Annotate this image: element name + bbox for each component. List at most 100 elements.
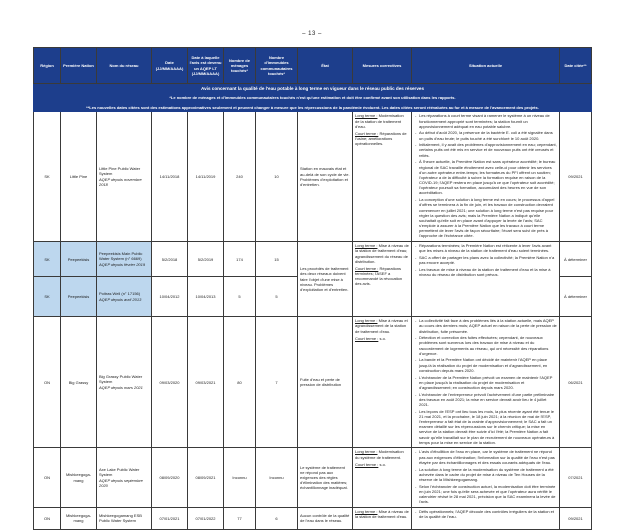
situation-bullet: Réparations terminées; la Première Natio…: [415, 243, 557, 253]
cell-current-situation: Défis opérationnels; l'AQEP découle des …: [411, 506, 560, 530]
advisories-table: Avis concernant la qualité de l'eau pota…: [33, 47, 592, 530]
cell-status: Station en mauvais état et au-delà de so…: [297, 111, 353, 243]
cell-corrective-measures: Long terme : Modernisation de la station…: [352, 111, 412, 243]
cell-date-set: 08/09/2020: [151, 447, 188, 508]
cell-date-set: 14/11/2018: [151, 111, 188, 243]
cell-network-name: Axe Lake Public Water System AQEP depuis…: [96, 447, 152, 508]
cell-buildings: 10: [255, 111, 298, 243]
cell-date-lt: 14/11/2019: [187, 111, 224, 243]
situation-bullet: SAC a offert de partager les plans avec …: [415, 255, 557, 265]
cell-current-situation: Réparations terminées; la Première Natio…: [411, 241, 560, 318]
situation-bullet: L'échéancier de la Première Nation prévo…: [415, 375, 557, 391]
network-name: Mishkeegogamang ESB Public Water System: [99, 513, 142, 524]
cell-status: Les procédés de traitement des deux rése…: [297, 241, 353, 318]
cell-first-nation: Peepeekisis: [60, 276, 97, 318]
cell-households: Inconnu: [223, 447, 256, 508]
corrective-long: Long terme : Mise à niveau et agrandisse…: [355, 318, 408, 334]
table-row: ON Mishkeegoga-mang Mishkeegogamang ESB …: [33, 506, 592, 530]
corrective-long: Long terme : Mise à niveau de la station…: [355, 243, 409, 264]
banner-note2-row: **Les nouvelles dates citées sont des es…: [33, 102, 592, 113]
cell-corrective-measures: Long terme : Mise à niveau et agrandisse…: [352, 316, 412, 449]
cell-current-situation: La collectivité fait face à des problème…: [411, 316, 560, 449]
corrective-court: Court terme : Réparations de l'usine; am…: [355, 130, 407, 147]
table-banner: Avis concernant la qualité de l'eau pota…: [33, 83, 592, 113]
cell-buildings: 5: [255, 276, 298, 318]
situation-bullet: Les leçons de l'ESP ont lieu tous les mo…: [415, 409, 557, 445]
col-header-date: Date (JJ/MM/AAAA): [151, 47, 188, 84]
footnote-dates: **Les nouvelles dates citées sont des es…: [33, 102, 592, 113]
header-row: Région Première Nation Nom du réseau Dat…: [33, 47, 592, 84]
cell-cited-date: 09/2021: [559, 506, 592, 530]
cell-buildings: Inconnu: [255, 447, 298, 508]
table-row: ON Mishkeegoga-mang Axe Lake Public Wate…: [33, 447, 592, 508]
cell-households: 5: [223, 276, 256, 318]
cell-status: Aucun contrôle de la qualité de l'eau da…: [297, 506, 353, 530]
cell-region: ON: [33, 316, 61, 449]
col-header-situation: Situation actuelle: [411, 47, 560, 84]
situation-bullets: Défis opérationnels; l'AQEP découle des …: [414, 509, 557, 519]
cell-first-nation: Little Pine: [60, 111, 97, 243]
cell-status: Fuite d'eau et perte de pression de dist…: [297, 316, 353, 449]
cell-date-set: 10/04/2012: [151, 276, 188, 318]
cell-date-lt: 08/09/2021: [187, 447, 224, 508]
cell-region: SK: [33, 276, 61, 318]
corrective-court: Court terme : s.o.: [355, 461, 386, 467]
col-header-households: Nombre de ménages touchés*: [223, 47, 256, 84]
network-subtitle: AQEP depuis septembre 2020: [99, 478, 143, 489]
situation-bullet: Défis opérationnels; l'AQEP découle des …: [415, 509, 557, 519]
col-header-first-nation: Première Nation: [60, 47, 97, 84]
footnote-households: *Le nombre de ménages et d'immeubles com…: [33, 92, 592, 104]
col-header-status: État: [297, 47, 353, 84]
col-header-cited-date: Date citée**: [559, 47, 592, 84]
cell-cited-date: À déterminer: [559, 276, 592, 318]
situation-bullet: Au début d'août 2020, la présence de la …: [415, 130, 557, 140]
col-header-network-name: Nom du réseau: [96, 47, 152, 84]
page-number: – 13 –: [302, 31, 322, 37]
cell-households: 174: [223, 241, 256, 278]
cell-status: Le système de traitement ne répond pas a…: [297, 447, 353, 508]
table-row: SK Peepeekisis Peepeekisis Main Public W…: [33, 241, 592, 318]
network-subtitle: AQEP depuis novembre 2018: [99, 177, 142, 188]
network-name: Peepeekisis Main Public Water System (n°…: [99, 250, 143, 262]
col-header-buildings: Nombre d'immeubles communautaires touché…: [255, 47, 298, 84]
situation-bullets: La collectivité fait face à des problème…: [414, 318, 557, 445]
cell-households: 80: [223, 316, 256, 449]
col-header-region: Région: [33, 47, 61, 84]
cell-first-nation: Mishkeegoga-mang: [60, 447, 97, 508]
cell-region: ON: [33, 506, 61, 530]
cell-corrective-measures: Long terme : Mise à niveau de la station…: [352, 506, 412, 530]
cell-first-nation: Big Grassy: [60, 316, 97, 449]
cell-date-lt: 10/04/2013: [187, 276, 224, 318]
cell-cited-date: 07/2021: [559, 447, 592, 508]
network-subtitle: AQEP depuis mars 2021: [99, 385, 143, 391]
network-subtitle: AQEP depuis avril 2013: [99, 297, 142, 303]
cell-date-set: 09/03/2020: [151, 316, 188, 449]
cell-cited-date: 06/2021: [559, 316, 592, 449]
situation-bullet: Détection et correction des fuites effec…: [415, 335, 557, 356]
network-name: Big Grassy Public Water System: [99, 374, 143, 385]
cell-buildings: 7: [255, 316, 298, 449]
banner-note1-row: *Le nombre de ménages et d'immeubles com…: [33, 92, 592, 104]
cell-corrective-measures: Long terme : Modernisation du système de…: [352, 447, 412, 508]
cell-region: ON: [33, 447, 61, 508]
cell-households: 77: [223, 506, 256, 530]
cell-region: SK: [33, 241, 61, 278]
cell-network-name: Peepeekisis Main Public Water System (n°…: [96, 241, 152, 278]
situation-bullet: La conception d'une solution à long term…: [415, 197, 557, 239]
cell-cited-date: 09/2021: [559, 111, 592, 243]
cell-network-name: Little Pine Public Water System AQEP dep…: [96, 111, 152, 243]
table-body: SK Little Pine Little Pine Public Water …: [33, 111, 592, 530]
network-subtitle: AQEP depuis février 2019: [99, 262, 146, 268]
cell-date-set: 5/2/2018: [151, 241, 188, 278]
network-name: Little Pine Public Water System: [99, 165, 141, 177]
corrective-long: Long terme : Modernisation du système de…: [355, 449, 404, 460]
network-name: Axe Lake Public Water System: [99, 466, 140, 477]
situation-bullet: La solution à long terme de la modernisa…: [415, 467, 557, 483]
corrective-long: Long terme : Mise à niveau de la station…: [355, 508, 409, 520]
banner-title-row: Avis concernant la qualité de l'eau pota…: [33, 83, 592, 94]
table-row: SK Peepeekisis Poitras Well (n° 17156) A…: [33, 276, 592, 318]
situation-bullet: La bande et la Première Nation ont décid…: [415, 357, 557, 373]
table-row: SK Little Pine Little Pine Public Water …: [33, 111, 592, 243]
cell-buildings: 6: [255, 506, 298, 530]
cell-buildings: 15: [255, 241, 298, 278]
